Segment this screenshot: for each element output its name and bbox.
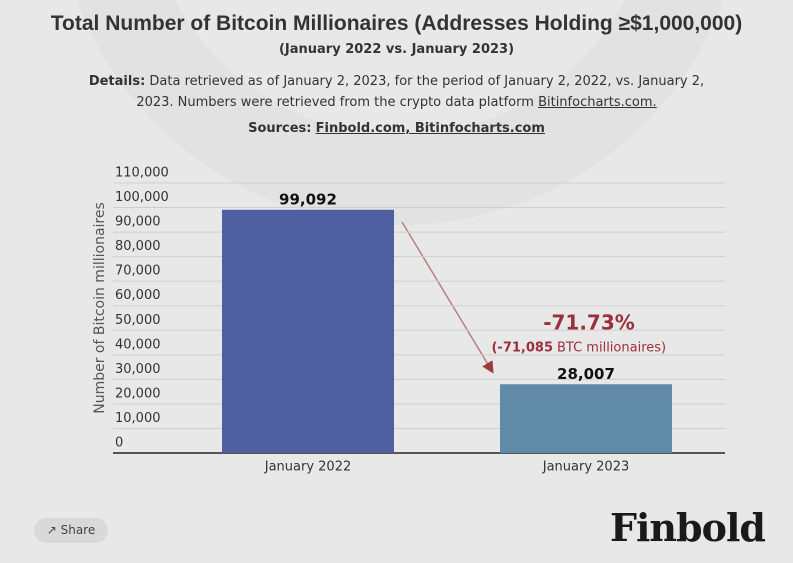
bar	[500, 384, 672, 453]
details: Details: Data retrieved as of January 2,…	[72, 71, 722, 113]
y-tick-label: 90,000	[115, 215, 161, 230]
sources-links[interactable]: Finbold.com, Bitinfocharts.com	[315, 121, 545, 136]
annotation-diff: (-71,085	[491, 341, 553, 356]
arrow	[401, 221, 494, 374]
y-tick-label: 110,000	[115, 166, 169, 181]
y-tick-label: 20,000	[115, 386, 161, 401]
y-tick-label: 60,000	[115, 288, 161, 303]
background-shape	[76, 0, 724, 225]
y-tick-label: 0	[115, 436, 123, 451]
x-tick-label: January 2023	[542, 460, 630, 475]
details-link[interactable]: Bitinfocharts.com.	[538, 95, 657, 110]
title: Total Number of Bitcoin Millionaires (Ad…	[50, 12, 743, 35]
annotation-unit: BTC millionaires)	[557, 341, 666, 356]
sources: Sources: Finbold.com, Bitinfocharts.com	[0, 121, 793, 136]
brand-logo: Finbold	[610, 505, 766, 550]
y-axis-title: Number of Bitcoin millionaires	[92, 202, 108, 414]
details-text: Data retrieved as of January 2, 2023, fo…	[136, 74, 705, 110]
y-tick-label: 10,000	[115, 411, 161, 426]
y-tick-label: 100,000	[115, 190, 169, 205]
share-button[interactable]: ↗ Share	[34, 518, 108, 543]
value-label: 28,007	[557, 365, 615, 383]
details-label: Details:	[88, 74, 146, 89]
y-tick-label: 80,000	[115, 239, 161, 254]
x-tick-label: January 2022	[264, 460, 352, 475]
annotation-change: -71.73%	[543, 311, 635, 335]
bar	[222, 209, 394, 453]
sources-label: Sources:	[248, 121, 312, 136]
y-tick-label: 40,000	[115, 337, 161, 352]
value-label: 99,092	[279, 190, 337, 208]
y-tick-label: 30,000	[115, 362, 161, 377]
y-tick-label: 50,000	[115, 313, 161, 328]
y-tick-label: 70,000	[115, 264, 161, 279]
header: Total Number of Bitcoin Millionaires (Ad…	[0, 12, 793, 136]
subtitle: (January 2022 vs. January 2023)	[278, 42, 515, 57]
share-label: Share	[60, 523, 96, 537]
